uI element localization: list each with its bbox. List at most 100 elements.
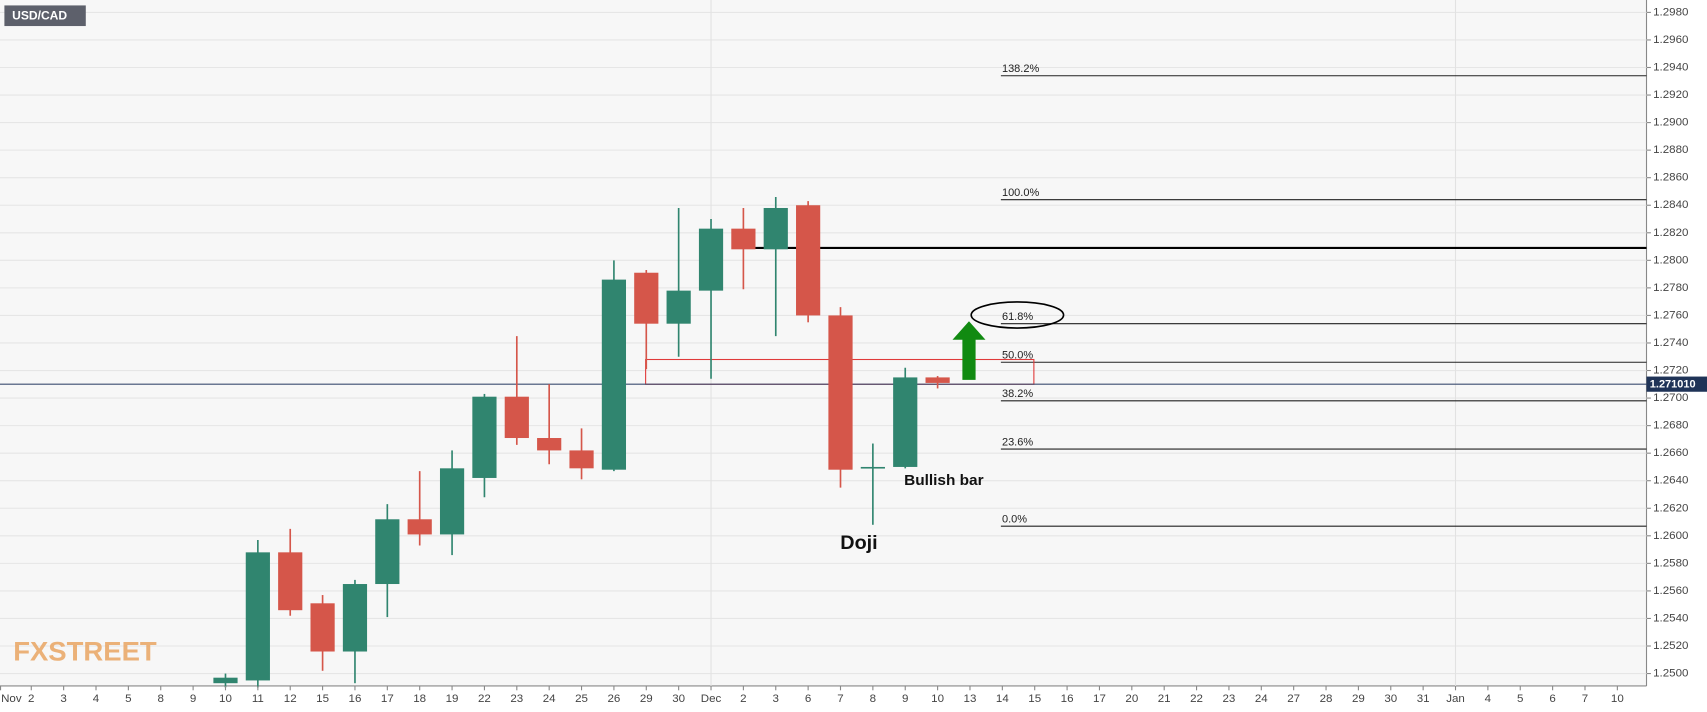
y-tick-label: 1.2840 <box>1653 199 1688 211</box>
candle-body <box>310 603 335 652</box>
x-tick-label: 3 <box>773 693 779 705</box>
candle-body <box>860 466 885 469</box>
y-tick-label: 1.2600 <box>1653 530 1688 542</box>
x-tick-label: 11 <box>252 693 264 705</box>
logo: FXSTREET <box>13 636 157 667</box>
symbol: USD/CAD <box>12 9 67 23</box>
x-tick-label: 9 <box>190 693 196 705</box>
x-tick-label: 23 <box>1223 693 1236 705</box>
x-tick-label: 7 <box>1582 693 1588 705</box>
y-tick-label: 1.2680 <box>1653 420 1688 432</box>
y-tick-label: 1.2820 <box>1653 227 1688 239</box>
y-tick-label: 1.2500 <box>1653 668 1688 680</box>
y-tick-label: 1.2580 <box>1653 557 1688 569</box>
y-tick-label: 1.2660 <box>1653 447 1688 459</box>
x-tick-label: 5 <box>1517 693 1523 705</box>
candle-body <box>213 677 238 684</box>
y-tick-label: 1.2760 <box>1653 309 1688 321</box>
grid <box>0 0 1647 686</box>
fib-label: 50.0% <box>1002 350 1033 362</box>
labels: 1.2500 1.2520 1.2540 1.2560 1.2580 1.2600 1.26… <box>0 6 1707 705</box>
y-tick-label: 1.2740 <box>1653 337 1688 349</box>
y-tick-label: 1.2620 <box>1653 502 1688 514</box>
x-tick-label: 30 <box>672 693 685 705</box>
y-tick-label: 1.2780 <box>1653 282 1688 294</box>
candle-body <box>666 290 691 324</box>
x-tick-label: 8 <box>158 693 164 705</box>
candle-body <box>569 450 594 469</box>
y-tick-label: 1.2860 <box>1653 172 1688 184</box>
x-tick-label: 4 <box>93 693 100 705</box>
y-tick-label: 1.2980 <box>1653 6 1688 18</box>
x-tick-label: 30 <box>1384 693 1397 705</box>
y-tick-label: 1.2920 <box>1653 89 1688 101</box>
candle-body <box>245 552 270 681</box>
annotation: Doji <box>840 532 877 554</box>
candle-body <box>537 438 562 451</box>
x-tick-label: 2 <box>28 693 34 705</box>
candle-body <box>925 377 950 383</box>
candle-body <box>763 207 788 250</box>
candle-body <box>278 552 303 611</box>
x-tick-label: 23 <box>510 693 523 705</box>
candle-body <box>407 519 432 535</box>
x-tick-label: 24 <box>543 693 556 705</box>
y-tick-label: 1.2700 <box>1653 392 1688 404</box>
x-tick-label: 10 <box>1611 693 1624 705</box>
x-tick-label: 15 <box>1028 693 1041 705</box>
x-tick-label: 10 <box>219 693 232 705</box>
fib-label: 23.6% <box>1002 436 1033 448</box>
x-tick-label: 6 <box>1549 693 1555 705</box>
annotation: Bullish bar <box>904 472 984 489</box>
x-tick-label: 5 <box>125 693 131 705</box>
x-tick-label: 12 <box>284 693 297 705</box>
candle-body <box>698 228 724 291</box>
x-tick-label: 29 <box>1352 693 1365 705</box>
up-arrow <box>952 321 986 380</box>
x-tick-label: 3 <box>60 693 66 705</box>
fib-label: 138.2% <box>1002 63 1040 75</box>
x-tick-label: Nov <box>1 693 22 705</box>
x-tick-label: 17 <box>381 693 394 705</box>
y-tick-label: 1.2900 <box>1653 117 1688 129</box>
x-tick-label: 25 <box>575 693 588 705</box>
x-tick-label: 22 <box>1190 693 1203 705</box>
x-tick-label: 29 <box>640 693 653 705</box>
candle-body <box>796 205 821 316</box>
candle-body <box>439 468 465 535</box>
candle-body <box>893 377 918 467</box>
candle-body <box>375 519 400 585</box>
candle-body <box>601 279 627 470</box>
y-tick-label: 1.2560 <box>1653 585 1688 597</box>
x-tick-label: 18 <box>413 693 426 705</box>
fib-label: 0.0% <box>1002 514 1027 526</box>
symbol-box <box>4 5 86 27</box>
x-tick-label: 7 <box>837 693 843 705</box>
x-tick-label: 19 <box>446 693 459 705</box>
x-tick-label: 21 <box>1158 693 1171 705</box>
candle-body <box>634 272 659 324</box>
y-tick-label: 1.2720 <box>1653 365 1688 377</box>
candle-body <box>342 584 368 652</box>
x-tick-label: 8 <box>870 693 876 705</box>
x-tick-label: Dec <box>701 693 722 705</box>
y-tick-label: 1.2800 <box>1653 254 1688 266</box>
fib-label: 61.8% <box>1002 311 1033 323</box>
y-tick-label: 1.2640 <box>1653 475 1688 487</box>
last-price-label: 1.271010 <box>1650 379 1696 391</box>
x-tick-label: 15 <box>316 693 329 705</box>
fib-label: 38.2% <box>1002 388 1033 400</box>
x-tick-label: 26 <box>607 693 620 705</box>
x-tick-label: 14 <box>996 693 1009 705</box>
overlay: 138.2% 100.0% 61.8% 50.0% 38.2% 23.6% 0.0% <box>0 63 1647 527</box>
candle-body <box>472 396 497 478</box>
candle-body <box>828 315 853 470</box>
x-tick-label: 10 <box>931 693 944 705</box>
candles <box>213 196 950 688</box>
y-tick-label: 1.2940 <box>1653 62 1688 74</box>
x-tick-label: 13 <box>964 693 977 705</box>
highlight-ellipse <box>970 301 1065 329</box>
x-tick-label: 22 <box>478 693 491 705</box>
x-tick-label: 24 <box>1255 693 1268 705</box>
